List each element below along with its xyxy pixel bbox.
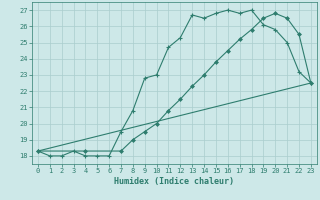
X-axis label: Humidex (Indice chaleur): Humidex (Indice chaleur) bbox=[115, 177, 234, 186]
